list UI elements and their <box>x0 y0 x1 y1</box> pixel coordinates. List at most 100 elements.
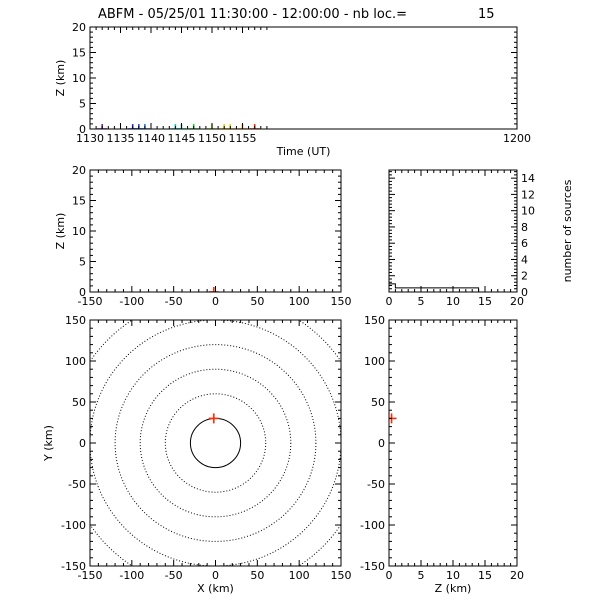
y-axis-label: Z (km) <box>54 213 67 250</box>
y-tick-label: -100 <box>61 519 86 532</box>
y-tick-label: 150 <box>364 314 385 327</box>
y-tick-label: -150 <box>61 560 86 573</box>
range-ring <box>114 344 317 542</box>
range-ring <box>90 320 341 566</box>
y-tick-label: 50 <box>72 396 86 409</box>
y-tick-label: 50 <box>371 396 385 409</box>
axes-frame <box>89 26 518 130</box>
range-ring <box>189 417 242 469</box>
x-tick-label: 20 <box>510 295 524 308</box>
y-tick-label: 0 <box>79 123 86 136</box>
axes-frame <box>388 319 518 567</box>
x-tick-label: 1130 <box>76 132 104 145</box>
x-tick-label: 150 <box>331 569 352 582</box>
y-tick-label: 20 <box>72 164 86 177</box>
x-axis-label: X (km) <box>197 582 234 595</box>
y-tick-label: 0 <box>521 286 528 299</box>
y-tick-label: 10 <box>72 72 86 85</box>
source-marker <box>188 124 199 129</box>
y-tick-label: 2 <box>521 270 528 283</box>
axes-frame <box>89 169 342 293</box>
x-axis-label: Time (UT) <box>276 145 331 158</box>
source-count: 15 <box>478 7 495 22</box>
x-tick-label: 150 <box>331 295 352 308</box>
x-tick-label: 50 <box>250 295 264 308</box>
plan-view-panel: -150 -100 -50 0 50 100 150 -150 -100 -50 0 50 100 150… <box>42 314 352 595</box>
y-tick-label: 14 <box>521 172 535 185</box>
x-tick-label: 15 <box>478 295 492 308</box>
y-tick-label: 100 <box>65 355 86 368</box>
range-ring <box>139 368 292 518</box>
x-tick-label: -150 <box>78 295 103 308</box>
x-tick-label: 20 <box>510 569 524 582</box>
x-tick-label: 5 <box>418 295 425 308</box>
x-tick-label: 100 <box>289 569 310 582</box>
y-tick-label: 12 <box>521 188 535 201</box>
source-marker <box>170 124 181 129</box>
y-tick-label: 6 <box>521 237 528 250</box>
source-marker <box>208 287 219 292</box>
source-marker <box>225 124 236 129</box>
source-marker <box>133 124 144 129</box>
x-tick-label: 50 <box>250 569 264 582</box>
x-tick-label: 0 <box>212 569 219 582</box>
histogram-steps <box>389 170 480 292</box>
y-tick-label: 0 <box>378 437 385 450</box>
y-tick-label: 0 <box>79 437 86 450</box>
y-axis-label: Y (km) <box>42 425 55 462</box>
y-tick-label: 20 <box>72 21 86 34</box>
x-tick-label: 0 <box>386 569 393 582</box>
plot-area <box>90 320 341 566</box>
y-tick-label: -150 <box>360 560 385 573</box>
x-tick-label: -50 <box>165 569 183 582</box>
y-tick-label: 8 <box>521 221 528 234</box>
y-tick-label: 4 <box>521 253 528 266</box>
axes-frame <box>388 169 518 293</box>
x-tick-label: 1155 <box>229 132 257 145</box>
x-tick-label: 1150 <box>198 132 226 145</box>
plot-area <box>208 287 219 292</box>
y-tick-label: 15 <box>72 195 86 208</box>
source-marker <box>139 124 150 129</box>
time-height-panel: 1130 1135 1140 1145 1150 1155 1200 0 5 10 15 20 Time… <box>54 21 531 158</box>
x-tick-label: 5 <box>418 569 425 582</box>
figure-title: ABFM - 05/25/01 11:30:00 - 12:00:00 - nb… <box>98 7 407 22</box>
y-tick-label: -100 <box>360 519 385 532</box>
source-marker <box>97 124 108 129</box>
x-tick-label: -100 <box>119 569 144 582</box>
y-tick-label: 5 <box>79 98 86 111</box>
x-tick-label: -150 <box>78 569 103 582</box>
x-tick-label: 1145 <box>168 132 196 145</box>
range-ring <box>164 393 267 493</box>
y-tick-label: 150 <box>65 314 86 327</box>
y-tick-label: -50 <box>68 478 86 491</box>
x-tick-label: 0 <box>212 295 219 308</box>
axes-frame <box>89 319 342 567</box>
y-tick-label: 10 <box>521 205 535 218</box>
height-y-panel: 0 5 10 15 20 -150 -100 -50 0 50 100 150 Z (km) <box>360 314 524 595</box>
x-tick-label: 10 <box>446 569 460 582</box>
x-axis-label: Z (km) <box>435 582 472 595</box>
x-height-panel: -150 -100 -50 0 50 100 150 0 5 10 15 20 Z (km) <box>54 164 352 308</box>
x-tick-label: 15 <box>478 569 492 582</box>
x-tick-label: -50 <box>165 295 183 308</box>
y-axis-label: Z (km) <box>54 60 67 97</box>
y-axis-label: number of sources <box>561 179 574 282</box>
source-marker <box>249 124 260 129</box>
x-tick-label: 1140 <box>137 132 165 145</box>
y-tick-label: 5 <box>79 256 86 269</box>
source-marker <box>208 413 219 424</box>
source-marker <box>127 124 138 129</box>
y-tick-label: -50 <box>367 478 385 491</box>
x-tick-label: 100 <box>289 295 310 308</box>
x-tick-label: 1135 <box>107 132 135 145</box>
y-tick-label: 0 <box>79 286 86 299</box>
y-tick-label: 10 <box>72 225 86 238</box>
x-tick-label: 0 <box>386 295 393 308</box>
x-tick-label: 1200 <box>503 132 531 145</box>
x-tick-label: -100 <box>119 295 144 308</box>
y-tick-label: 15 <box>72 47 86 60</box>
x-tick-label: 10 <box>446 295 460 308</box>
